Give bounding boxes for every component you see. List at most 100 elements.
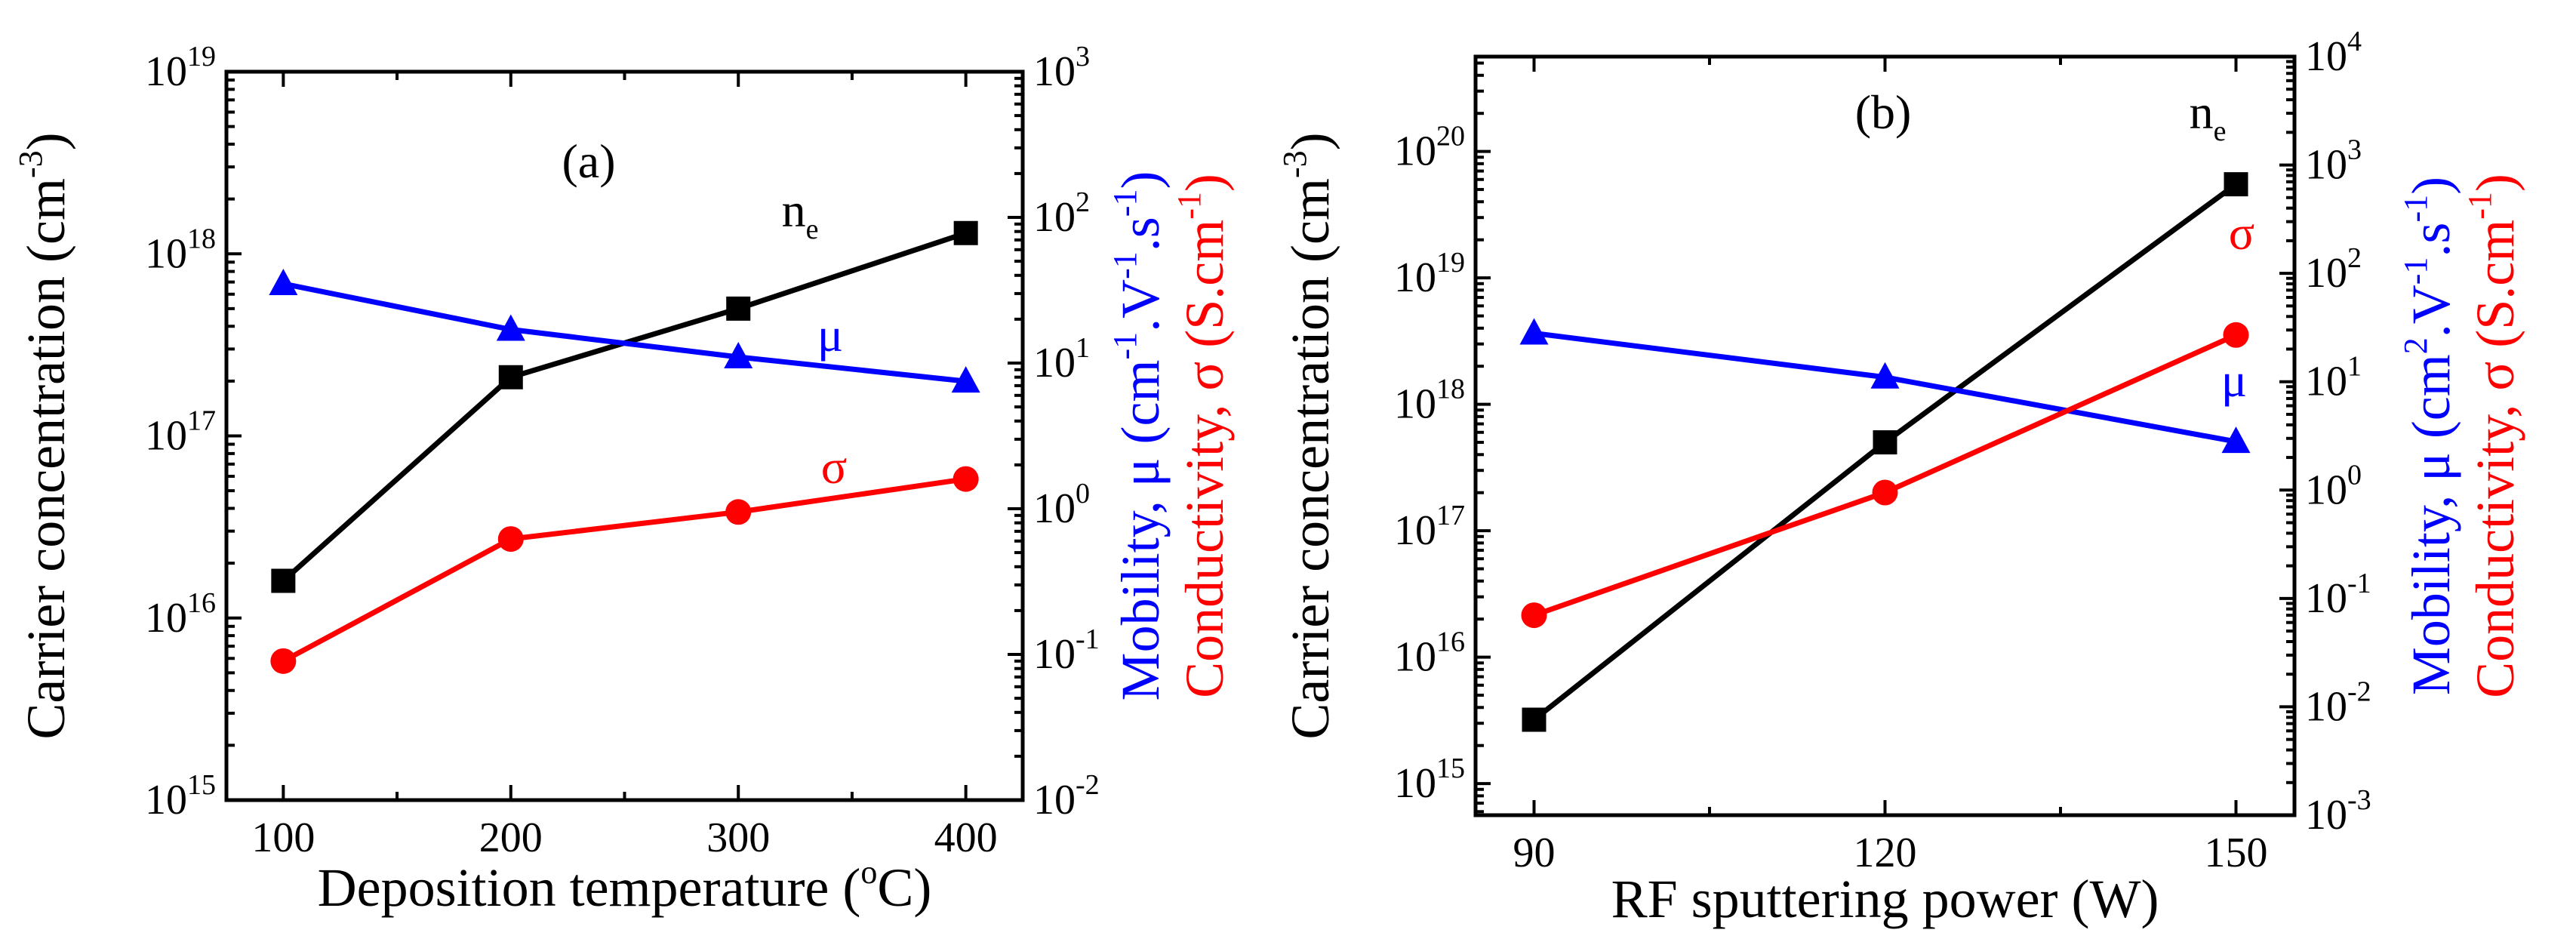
tick-exponent: 4 xyxy=(2347,26,2362,57)
y-left-tick-label: 1019 xyxy=(145,41,216,95)
data-point-ne xyxy=(498,365,523,389)
y-right-tick-label: 101 xyxy=(1033,332,1090,386)
y-right-tick-label: 103 xyxy=(1033,41,1090,95)
axis-label-text: .V xyxy=(1110,279,1171,332)
data-point-sigma xyxy=(497,526,524,553)
tick-base: 10 xyxy=(1394,254,1436,301)
data-point-sigma xyxy=(725,499,752,525)
x-axis-label: Deposition temperature (oC) xyxy=(318,854,932,918)
y-left-tick-label: 1018 xyxy=(1394,374,1465,428)
chart-panel-a: 100 200 300 4001015101610171018101910-210-1… xyxy=(12,41,1235,918)
axis-label-text: Conductivity, σ (S.cm xyxy=(2465,220,2525,698)
data-point-ne xyxy=(1873,430,1897,455)
tick-base: 10 xyxy=(145,48,187,95)
tick-base: 10 xyxy=(2305,142,2347,189)
y-right-mobility-label: Mobility, μ (cm2.V-1.s-1) xyxy=(2397,177,2461,695)
axis-label-text: ) xyxy=(1174,174,1235,192)
tick-base: 10 xyxy=(1394,128,1436,175)
tick-exponent: 3 xyxy=(2347,134,2362,166)
panel-label: (a) xyxy=(562,134,615,188)
y-right-conductivity-label: Conductivity, σ (S.cm-1) xyxy=(2461,174,2525,698)
axis-label-text: ) xyxy=(2465,174,2525,192)
data-point-sigma xyxy=(2223,322,2249,348)
y-right-tick-label: 10-2 xyxy=(2305,676,2371,730)
tick-base: 10 xyxy=(145,595,187,642)
y-left-tick-label: 1015 xyxy=(1394,753,1465,807)
tick-base: 10 xyxy=(145,230,187,277)
tick-exponent: 15 xyxy=(187,769,216,801)
tick-exponent: 0 xyxy=(1076,478,1090,509)
tick-base: 10 xyxy=(1033,485,1076,532)
tick-exponent: -1 xyxy=(2347,568,2371,599)
plot-frame xyxy=(224,69,1025,802)
x-axis-label: RF sputtering power (W) xyxy=(1611,869,2159,929)
axis-label-sup: 2 xyxy=(2397,337,2434,354)
tick-base: 10 xyxy=(145,413,187,460)
series-label-ne: ne xyxy=(2190,85,2227,147)
series-label-text: μ xyxy=(817,308,843,362)
tick-base: 10 xyxy=(2305,575,2347,622)
tick-base: 10 xyxy=(2305,792,2347,839)
x-tick-label: 150 xyxy=(2205,830,2268,876)
axis-label-sup: -1 xyxy=(1106,332,1143,360)
axis-label-text: .s xyxy=(1110,217,1171,251)
y-left-axis-label: Carrier concentration (cm-3) xyxy=(12,132,76,739)
series-label-mu: μ xyxy=(2221,353,2247,407)
data-point-mu xyxy=(1870,362,1900,389)
series-label-sub: e xyxy=(2214,115,2227,147)
axis-label-sup: -1 xyxy=(1106,189,1143,217)
tick-exponent: 18 xyxy=(1436,374,1465,405)
tick-exponent: 16 xyxy=(1436,626,1465,658)
panel-label: (b) xyxy=(1855,85,1912,139)
data-point-mu xyxy=(2221,426,2251,454)
data-point-sigma xyxy=(1872,479,1898,506)
tick-base: 10 xyxy=(1033,631,1076,678)
tick-exponent: 2 xyxy=(1076,186,1090,218)
axis-label-text: Conductivity, σ (S.cm xyxy=(1174,220,1235,698)
tick-base: 10 xyxy=(2305,359,2347,405)
tick-base: 10 xyxy=(2305,466,2347,513)
tick-base: 10 xyxy=(1394,760,1436,807)
tick-base: 10 xyxy=(2305,683,2347,730)
x-tick-label: 120 xyxy=(1854,830,1917,876)
tick-base: 10 xyxy=(1033,194,1076,241)
tick-exponent: 19 xyxy=(187,41,216,72)
series-label-sub: e xyxy=(806,214,819,245)
series-label-text: σ xyxy=(821,440,848,494)
tick-exponent: 20 xyxy=(1436,121,1465,152)
tick-exponent: 17 xyxy=(187,405,216,437)
y-left-tick-label: 1016 xyxy=(145,587,216,642)
tick-exponent: 17 xyxy=(1436,500,1465,531)
x-tick-label: 300 xyxy=(706,814,770,861)
tick-exponent: 16 xyxy=(187,587,216,619)
tick-base: 10 xyxy=(1394,634,1436,681)
series-label-text: n xyxy=(2190,85,2214,139)
axis-label-text: ) xyxy=(16,132,76,150)
axis-label-sup: -1 xyxy=(2461,192,2498,220)
axis-label-text: C) xyxy=(877,857,931,918)
axis-label-text: Mobility, μ (cm xyxy=(2401,354,2461,695)
tick-base: 10 xyxy=(1394,507,1436,554)
axis-label-text: .V xyxy=(2401,285,2461,337)
tick-base: 10 xyxy=(2305,33,2347,80)
tick-base: 10 xyxy=(1033,777,1076,823)
series-label-text: μ xyxy=(2221,353,2247,407)
y-left-tick-label: 1018 xyxy=(145,223,216,277)
tick-exponent: 2 xyxy=(2347,242,2362,274)
series-label-sigma: σ xyxy=(2229,206,2255,260)
tick-exponent: -3 xyxy=(2347,784,2371,816)
x-tick-label: 400 xyxy=(934,814,998,861)
data-point-ne xyxy=(271,568,296,593)
y-right-tick-label: 10-1 xyxy=(1033,623,1100,678)
y-left-tick-label: 1016 xyxy=(1394,626,1465,681)
tick-exponent: 18 xyxy=(187,223,216,254)
y-right-tick-label: 100 xyxy=(2305,459,2362,513)
tick-exponent: 19 xyxy=(1436,247,1465,279)
data-point-ne xyxy=(953,220,978,245)
y-right-conductivity-label: Conductivity, σ (S.cm-1) xyxy=(1171,174,1235,698)
y-right-mobility-label: Mobility, μ (cm-1.V-1.s-1) xyxy=(1106,171,1171,701)
series-label-text: σ xyxy=(2229,206,2255,260)
y-right-tick-label: 100 xyxy=(1033,478,1090,532)
y-right-tick-label: 103 xyxy=(2305,134,2362,189)
